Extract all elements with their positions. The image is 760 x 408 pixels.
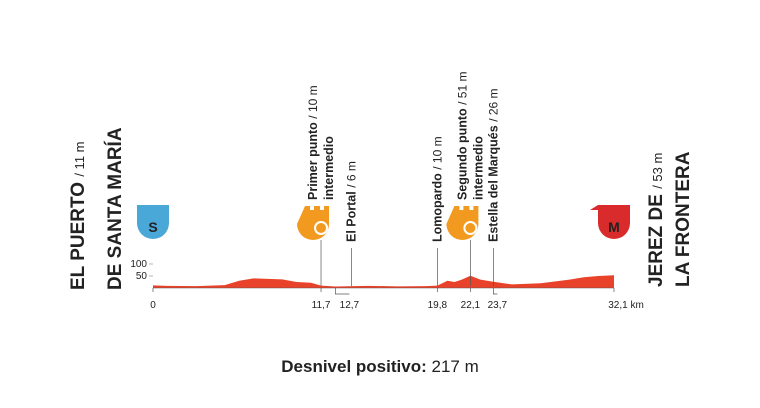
waypoint-label: intermedio	[471, 136, 485, 200]
footer-label: Desnivel positivo:	[281, 357, 426, 376]
start-letter: S	[148, 219, 157, 235]
finish-label: JEREZ DE / 53 m	[646, 153, 667, 287]
waypoint-label: Primer punto / 10 m	[306, 85, 320, 200]
y-tick-label: 50	[136, 271, 148, 282]
x-tick-label: 22,1	[461, 300, 481, 311]
x-tick-label: 32,1 km	[608, 300, 644, 311]
waypoint-label-elevation: / 10 m	[306, 85, 320, 118]
sprint-symbol	[314, 221, 329, 235]
x-tick-label: 0	[150, 300, 156, 311]
start-label: DE SANTA MARÍA	[104, 127, 126, 290]
waypoint-label-line: intermedio	[322, 136, 336, 200]
waypoint-label-line: Primer punto	[306, 122, 320, 200]
finish-label-elevation: / 53 m	[650, 153, 665, 189]
start-icon	[137, 205, 169, 239]
x-tick-label: 19,8	[428, 300, 448, 311]
leader-elbow	[335, 292, 350, 295]
footer-value: 217 m	[431, 357, 478, 376]
waypoint-label: Estella del Marqués / 26 m	[486, 88, 500, 242]
waypoint-label: Lomopardo / 10 m	[430, 136, 444, 242]
start-label-line: EL PUERTO	[68, 182, 89, 290]
waypoint-label-line: Segundo punto	[455, 108, 469, 200]
finish-label-line: LA FRONTERA	[673, 151, 694, 287]
waypoint-label: Segundo punto / 51 m	[455, 72, 469, 201]
start-label-line: DE SANTA MARÍA	[104, 127, 126, 290]
leader-elbow	[493, 292, 498, 295]
waypoint-label-elevation: / 51 m	[455, 72, 469, 105]
waypoint-label-elevation: / 26 m	[486, 88, 500, 121]
sprint-icon	[446, 206, 479, 240]
finish-icon	[598, 205, 630, 239]
start-label: EL PUERTO / 11 m	[68, 142, 89, 291]
y-tick-label: 100	[130, 259, 147, 270]
finish-label: LA FRONTERA	[673, 151, 694, 287]
finish-label-line: JEREZ DE	[646, 194, 667, 287]
footer: Desnivel positivo: 217 m	[281, 357, 478, 376]
x-tick-label: 23,7	[488, 300, 508, 311]
waypoint-label: El Portal / 6 m	[344, 161, 358, 242]
x-tick-label: 12,7	[340, 300, 360, 311]
waypoint-label-elevation: / 6 m	[344, 161, 358, 188]
finish-letter: M	[608, 219, 620, 235]
waypoint-label: intermedio	[322, 136, 336, 200]
waypoint-label-line: Estella del Marqués	[486, 125, 500, 242]
waypoint-label-elevation: / 10 m	[430, 136, 444, 169]
sprint-symbol	[463, 221, 478, 235]
elevation-area	[153, 275, 614, 288]
waypoint-label-line: intermedio	[471, 136, 485, 200]
waypoint-label-line: El Portal	[344, 191, 358, 242]
start-label-elevation: / 11 m	[72, 142, 87, 177]
x-tick-label: 11,7	[312, 300, 331, 311]
waypoint-label-line: Lomopardo	[430, 173, 444, 242]
sprint-icon	[297, 206, 330, 240]
